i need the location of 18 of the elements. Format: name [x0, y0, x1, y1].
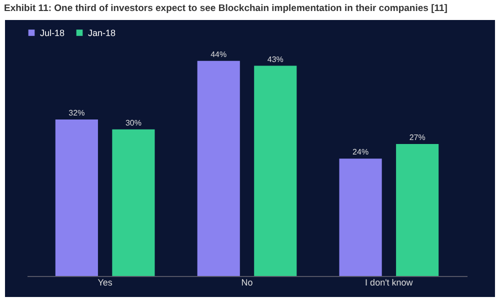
bar	[396, 144, 439, 276]
data-label: 24%	[352, 148, 369, 157]
x-tick-label: I don't know	[365, 278, 414, 288]
data-label: 44%	[210, 50, 227, 59]
data-label: 27%	[409, 133, 426, 142]
bar	[112, 129, 155, 276]
bar	[197, 60, 240, 276]
chart-title: Exhibit 11: One third of investors expect to see Blockchain implementation in their companies [11]	[4, 3, 448, 14]
data-label: 32%	[68, 108, 85, 118]
data-label: 43%	[267, 54, 284, 64]
data-label: 30%	[125, 118, 142, 128]
legend-label: Jul-18	[40, 28, 65, 38]
bar	[254, 66, 297, 276]
bar	[55, 120, 98, 276]
x-tick-label: Yes	[98, 278, 113, 288]
bar	[339, 158, 382, 276]
legend-label: Jan-18	[88, 28, 116, 38]
x-tick-label: No	[241, 278, 253, 288]
